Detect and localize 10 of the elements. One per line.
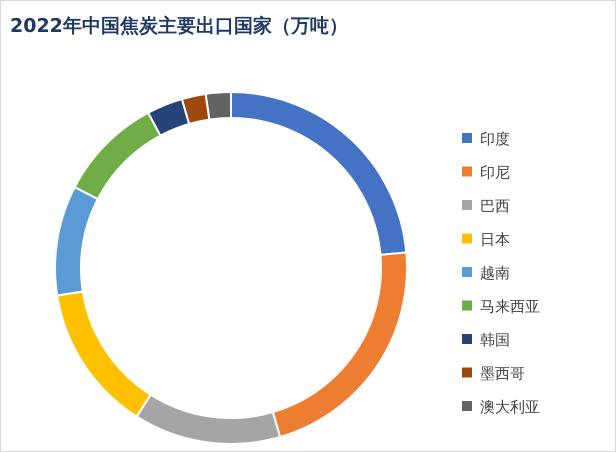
legend-label: 韩国 xyxy=(480,331,510,349)
chart-title: 2022年中国焦炭主要出口国家（万吨） xyxy=(10,15,348,37)
legend-label: 巴西 xyxy=(480,197,510,215)
legend-label: 印度 xyxy=(480,130,510,148)
legend-label: 墨西哥 xyxy=(480,364,525,382)
legend-label: 日本 xyxy=(480,230,510,248)
legend-label: 印尼 xyxy=(480,164,510,182)
legend-label: 马来西亚 xyxy=(480,298,540,316)
legend-label: 澳大利亚 xyxy=(480,398,540,416)
legend-label: 越南 xyxy=(480,264,510,282)
